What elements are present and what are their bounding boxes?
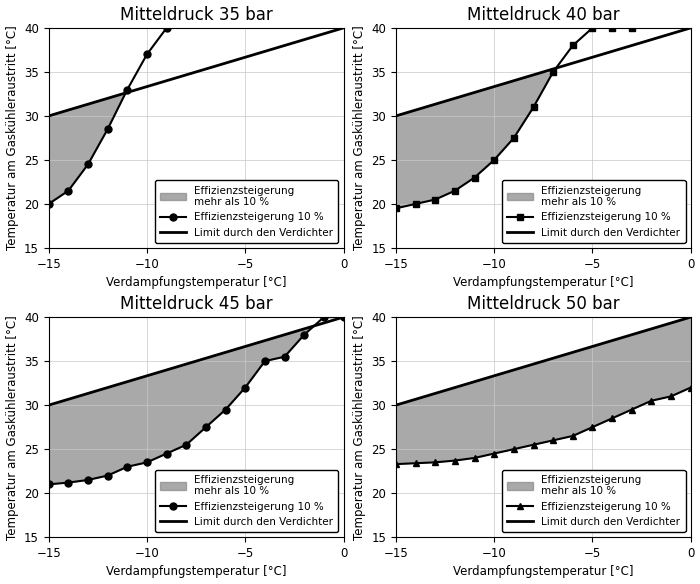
Legend: Effizienzsteigerung
mehr als 10 %, Effizienzsteigerung 10 %, Limit durch den Ver: Effizienzsteigerung mehr als 10 %, Effiz… (155, 470, 338, 532)
Y-axis label: Temperatur am Gaskühleraustritt [°C]: Temperatur am Gaskühleraustritt [°C] (353, 315, 366, 540)
X-axis label: Verdampfungstemperatur [°C]: Verdampfungstemperatur [°C] (106, 565, 286, 578)
X-axis label: Verdampfungstemperatur [°C]: Verdampfungstemperatur [°C] (106, 276, 286, 289)
Legend: Effizienzsteigerung
mehr als 10 %, Effizienzsteigerung 10 %, Limit durch den Ver: Effizienzsteigerung mehr als 10 %, Effiz… (155, 180, 338, 243)
Title: Mitteldruck 40 bar: Mitteldruck 40 bar (467, 6, 620, 23)
Title: Mitteldruck 45 bar: Mitteldruck 45 bar (120, 295, 272, 313)
X-axis label: Verdampfungstemperatur [°C]: Verdampfungstemperatur [°C] (453, 276, 634, 289)
Title: Mitteldruck 35 bar: Mitteldruck 35 bar (120, 6, 272, 23)
Legend: Effizienzsteigerung
mehr als 10 %, Effizienzsteigerung 10 %, Limit durch den Ver: Effizienzsteigerung mehr als 10 %, Effiz… (502, 470, 685, 532)
Legend: Effizienzsteigerung
mehr als 10 %, Effizienzsteigerung 10 %, Limit durch den Ver: Effizienzsteigerung mehr als 10 %, Effiz… (502, 180, 685, 243)
Y-axis label: Temperatur am Gaskühleraustritt [°C]: Temperatur am Gaskühleraustritt [°C] (6, 26, 19, 251)
Y-axis label: Temperatur am Gaskühleraustritt [°C]: Temperatur am Gaskühleraustritt [°C] (353, 26, 366, 251)
Y-axis label: Temperatur am Gaskühleraustritt [°C]: Temperatur am Gaskühleraustritt [°C] (6, 315, 19, 540)
X-axis label: Verdampfungstemperatur [°C]: Verdampfungstemperatur [°C] (453, 565, 634, 578)
Title: Mitteldruck 50 bar: Mitteldruck 50 bar (467, 295, 620, 313)
